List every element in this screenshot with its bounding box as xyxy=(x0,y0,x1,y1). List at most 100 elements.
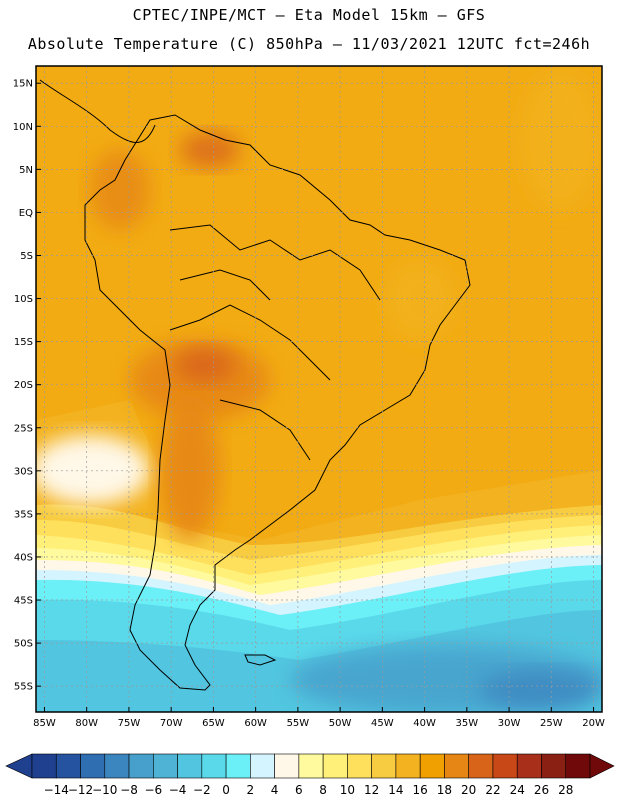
colorbar-label: 22 xyxy=(485,783,500,797)
colorbar-cell xyxy=(468,753,494,779)
lon-label: 70W xyxy=(160,718,183,729)
colorbar-cell xyxy=(322,753,348,779)
colorbar-label: −2 xyxy=(193,783,211,797)
border-paraguay xyxy=(219,399,311,461)
colorbar-cell xyxy=(153,753,178,779)
colorbar-cell xyxy=(541,753,567,779)
lat-label: 15N xyxy=(13,79,33,90)
colorbar-label: 0 xyxy=(222,783,230,797)
south-america-coastline xyxy=(84,114,471,691)
border-bolivia xyxy=(169,304,331,381)
colorbar-cell xyxy=(419,753,445,779)
colorbar-label: −12 xyxy=(68,783,93,797)
colorbar-cell xyxy=(395,753,421,779)
colorbar-label: 20 xyxy=(461,783,476,797)
lon-label: 35W xyxy=(456,718,479,729)
colorbar-label: 14 xyxy=(388,783,403,797)
field-core-colombia xyxy=(90,150,150,230)
lon-label: 25W xyxy=(540,718,563,729)
lat-label: 20S xyxy=(14,380,33,391)
colorbar-cell xyxy=(201,753,227,779)
colorbar-cell xyxy=(80,753,106,779)
border-peru xyxy=(179,269,271,301)
lat-label: 25S xyxy=(14,423,33,434)
lon-label: 20W xyxy=(582,718,605,729)
temperature-map: 15N 10N 5N EQ 5S 10S 15S 20S 25S 30S 35S 40S 45S 50S 5… xyxy=(13,65,605,729)
colorbar-over-arrow xyxy=(589,753,615,779)
colorbar-label: 8 xyxy=(319,783,327,797)
lat-label: 5N xyxy=(19,165,33,176)
lat-label: 45S xyxy=(14,596,33,607)
colorbar-label: −4 xyxy=(169,783,187,797)
colorbar-cell xyxy=(444,753,469,779)
lon-label: 75W xyxy=(118,718,141,729)
colorbar-cell xyxy=(31,753,57,779)
field-blob-pale-west xyxy=(36,435,150,505)
colorbar-label: 28 xyxy=(558,783,573,797)
colorbar-label: 2 xyxy=(247,783,255,797)
lat-label: 40S xyxy=(14,552,33,563)
colorbar-cell xyxy=(274,753,300,779)
lon-label: 30W xyxy=(498,718,521,729)
colorbar-label: 6 xyxy=(295,783,303,797)
field-core-andes xyxy=(160,400,220,540)
field-core-atlantic xyxy=(520,70,600,210)
lat-label: EQ xyxy=(19,208,33,219)
colorbar-cell xyxy=(225,753,251,779)
border-amazon xyxy=(169,224,381,301)
title-line-1: CPTEC/INPE/MCT – Eta Model 15km – GFS xyxy=(132,6,486,24)
lon-label: 60W xyxy=(244,718,267,729)
graticule xyxy=(36,66,602,712)
colorbar-label: 12 xyxy=(364,783,379,797)
map-frame xyxy=(35,65,603,713)
colorbar-label: 24 xyxy=(510,783,525,797)
colorbar-cell xyxy=(128,753,154,779)
colorbar-cells xyxy=(5,753,615,779)
lat-label: 35S xyxy=(14,509,33,520)
colorbar-cell xyxy=(565,753,591,779)
colorbar-label: 16 xyxy=(413,783,428,797)
coastlines xyxy=(39,79,471,691)
colorbar-cell xyxy=(516,753,542,779)
colorbar-cell xyxy=(347,753,372,779)
map-field xyxy=(36,66,602,712)
lat-label: 55S xyxy=(14,682,33,693)
colorbar-labels: −14−12−10 −8 −6 −4 −2 0 2 4 6 8 10 12 14 16 18 20 22 24 26… xyxy=(44,783,574,797)
lon-label: 85W xyxy=(33,718,56,729)
lon-label: 40W xyxy=(413,718,436,729)
colorbar-cell xyxy=(104,753,130,779)
field-core-hot xyxy=(175,347,235,383)
lat-label: 30S xyxy=(14,466,33,477)
falklands xyxy=(244,654,277,666)
central-america-coastline xyxy=(39,79,156,143)
colorbar-cell xyxy=(177,753,203,779)
colorbar-cell xyxy=(492,753,518,779)
colorbar-label: −6 xyxy=(144,783,162,797)
colorbar-under-arrow xyxy=(5,753,33,779)
lat-label: 50S xyxy=(14,639,33,650)
title-line-2: Absolute Temperature (C) 850hPa – 11/03/… xyxy=(27,35,591,53)
lon-label: 65W xyxy=(202,718,225,729)
field-blob-minus6 xyxy=(480,670,600,710)
lon-label: 55W xyxy=(287,718,310,729)
colorbar-label: −10 xyxy=(92,783,117,797)
colorbar-label: 18 xyxy=(437,783,452,797)
colorbar-label: 4 xyxy=(271,783,279,797)
lon-label: 80W xyxy=(75,718,98,729)
colorbar-cell xyxy=(298,753,324,779)
lat-label: 5S xyxy=(20,251,33,262)
colorbar-label: −8 xyxy=(120,783,138,797)
colorbar-cell xyxy=(55,753,81,779)
colorbar-label: −14 xyxy=(44,783,69,797)
colorbar-label: 26 xyxy=(534,783,549,797)
lat-label: 10S xyxy=(14,294,33,305)
colorbar-cell xyxy=(371,753,397,779)
lon-label: 45W xyxy=(371,718,394,729)
longitude-labels: 85W 80W 75W 70W 65W 60W 55W 50W 45W 40W 35W 30W 25W 2… xyxy=(33,707,605,729)
field-core-northeast xyxy=(385,260,455,340)
colorbar-cell xyxy=(250,753,275,779)
latitude-labels: 15N 10N 5N EQ 5S 10S 15S 20S 25S 30S 35S 40S 45S 50S 5… xyxy=(13,79,41,693)
lat-label: 15S xyxy=(14,337,33,348)
colorbar: −14−12−10 −8 −6 −4 −2 0 2 4 6 8 10 12 14 16 18 20 22 24 26… xyxy=(5,753,615,797)
lon-label: 50W xyxy=(329,718,352,729)
